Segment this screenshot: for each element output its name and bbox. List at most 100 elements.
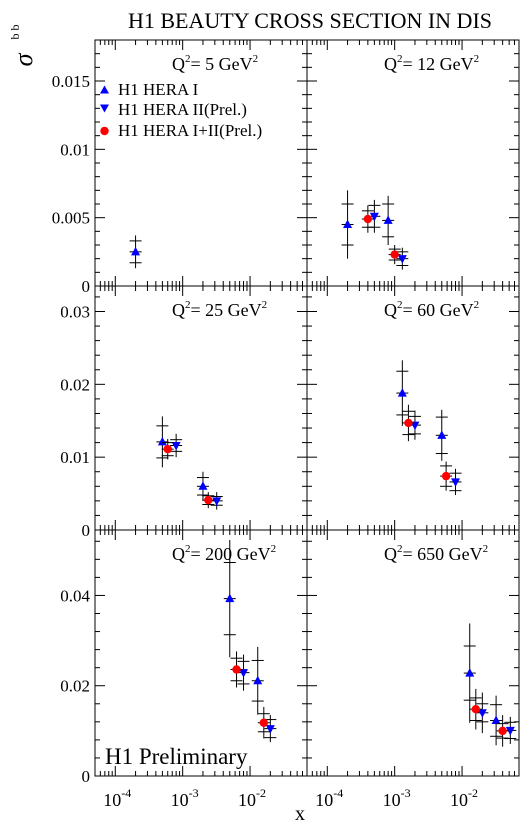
marker-circle bbox=[259, 718, 269, 727]
data-point bbox=[257, 706, 270, 739]
preliminary-watermark: H1 Preliminary bbox=[105, 744, 248, 769]
q2-exponent: 2 bbox=[185, 53, 191, 65]
x-tick-label: 10-4 bbox=[103, 786, 131, 810]
q2-symbol: Q bbox=[384, 54, 397, 74]
data-point bbox=[382, 195, 395, 245]
panel-q2-650: Q2= 650 GeV2 bbox=[306, 529, 520, 777]
data-point bbox=[156, 416, 169, 468]
q2-label: Q2= 5 GeV2 bbox=[172, 53, 258, 74]
q2-label: Q2= 60 GeV2 bbox=[384, 299, 479, 320]
q2-unit-exponent: 2 bbox=[262, 299, 268, 311]
legend-marker-triangle-down bbox=[100, 104, 109, 113]
marker-triangle-down bbox=[410, 421, 420, 431]
data-point bbox=[251, 646, 264, 715]
y-tick-label: 0.04 bbox=[60, 586, 90, 605]
legend-label: H1 HERA I+II(Prel.) bbox=[118, 121, 262, 140]
marker-circle bbox=[390, 250, 399, 259]
q2-symbol: Q bbox=[384, 544, 397, 564]
data-point bbox=[396, 247, 409, 270]
x-axis-label: x bbox=[295, 803, 305, 825]
legend-entry-hera-combined: H1 HERA I+II(Prel.) bbox=[100, 121, 262, 140]
marker-circle bbox=[441, 471, 451, 481]
marker-triangle-up bbox=[253, 675, 263, 685]
legend: H1 HERA I H1 HERA II(Prel.) H1 HERA I+II… bbox=[100, 80, 262, 140]
q2-exponent: 2 bbox=[185, 299, 191, 311]
legend-label: H1 HERA II(Prel.) bbox=[118, 100, 247, 119]
q2-value: = 25 GeV bbox=[191, 300, 262, 320]
marker-triangle-down bbox=[451, 478, 461, 487]
q2-unit-exponent: 2 bbox=[271, 543, 277, 555]
q2-symbol: Q bbox=[172, 300, 185, 320]
data-point bbox=[129, 235, 142, 269]
data-point bbox=[408, 410, 421, 440]
marker-triangle-down bbox=[369, 212, 379, 222]
q2-label: Q2= 650 GeV2 bbox=[384, 543, 488, 564]
marker-circle bbox=[163, 444, 172, 454]
data-point bbox=[402, 404, 415, 442]
marker-circle bbox=[204, 495, 213, 505]
marker-triangle-down bbox=[239, 669, 249, 678]
data-point bbox=[463, 623, 476, 723]
q2-label: Q2= 200 GeV2 bbox=[172, 543, 276, 564]
q2-value: = 650 GeV bbox=[403, 544, 483, 564]
x-tick-label: 10-4 bbox=[315, 786, 343, 810]
q2-value: = 200 GeV bbox=[191, 544, 271, 564]
y-tick-label: 0 bbox=[82, 767, 91, 786]
y-axis-subscript: b b bbox=[8, 25, 22, 40]
panel-frame bbox=[306, 285, 520, 531]
marker-circle bbox=[232, 665, 241, 674]
figure-title: H1 BEAUTY CROSS SECTION IN DIS bbox=[128, 8, 492, 33]
y-tick-label: 0.02 bbox=[60, 375, 90, 394]
data-point bbox=[388, 245, 401, 265]
q2-value: = 12 GeV bbox=[403, 54, 474, 74]
x-tick-label: 10-3 bbox=[171, 786, 199, 810]
marker-triangle-up bbox=[343, 219, 353, 228]
x-tick-label: 10-3 bbox=[383, 786, 411, 810]
y-axis-label: σ b b bbox=[8, 25, 38, 67]
panel-frame bbox=[306, 39, 520, 287]
marker-triangle-up bbox=[157, 436, 167, 446]
marker-circle bbox=[498, 726, 507, 736]
q2-exponent: 2 bbox=[397, 543, 403, 555]
q2-label: Q2= 12 GeV2 bbox=[384, 53, 479, 74]
data-point bbox=[161, 438, 174, 460]
panel-frame bbox=[94, 529, 308, 777]
legend-marker-triangle-up bbox=[100, 85, 109, 94]
y-tick-label: 0.03 bbox=[60, 302, 90, 321]
y-tick-label: 0.005 bbox=[52, 209, 90, 228]
data-point bbox=[440, 461, 453, 491]
data-point bbox=[341, 190, 354, 259]
data-point bbox=[210, 492, 223, 510]
marker-triangle-up bbox=[383, 215, 393, 224]
panel-q2-12: Q2= 12 GeV2 bbox=[306, 39, 520, 287]
y-tick-label: 0 bbox=[82, 521, 91, 540]
q2-unit-exponent: 2 bbox=[253, 53, 259, 65]
q2-exponent: 2 bbox=[185, 543, 191, 555]
data-point bbox=[476, 692, 489, 734]
data-point bbox=[170, 433, 183, 458]
legend-entry-hera-1: H1 HERA I bbox=[100, 80, 199, 99]
data-point bbox=[490, 695, 503, 746]
marker-triangle-up bbox=[397, 388, 407, 397]
marker-triangle-down bbox=[265, 725, 275, 734]
marker-circle bbox=[363, 214, 373, 224]
marker-triangle-up bbox=[437, 430, 447, 439]
marker-triangle-down bbox=[477, 709, 487, 718]
data-point bbox=[496, 715, 509, 747]
legend-label: H1 HERA I bbox=[118, 80, 199, 99]
marker-triangle-up bbox=[225, 593, 235, 603]
x-axis-tick-labels: 10-4 10-3 10-2 10-4 10-3 10-2 bbox=[103, 786, 478, 810]
q2-unit-exponent: 2 bbox=[474, 299, 480, 311]
y-axis-symbol: σ bbox=[9, 52, 38, 66]
q2-unit-exponent: 2 bbox=[483, 543, 489, 555]
data-point bbox=[396, 360, 409, 426]
marker-triangle-up bbox=[465, 668, 475, 677]
q2-unit-exponent: 2 bbox=[474, 53, 480, 65]
y-tick-label: 0.01 bbox=[60, 448, 90, 467]
marker-triangle-down bbox=[212, 497, 222, 506]
q2-value: = 5 GeV bbox=[191, 54, 253, 74]
data-point bbox=[469, 688, 482, 730]
